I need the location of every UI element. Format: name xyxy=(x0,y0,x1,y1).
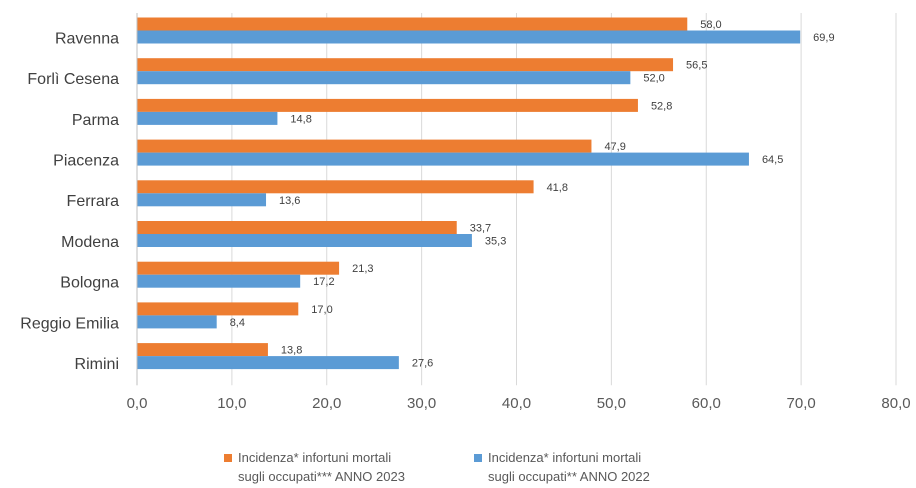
x-tick-label: 20,0 xyxy=(312,395,341,412)
legend-item-2023: Incidenza* infortuni mortali sugli occup… xyxy=(224,448,405,486)
data-label: 27,6 xyxy=(412,358,433,370)
x-tick-label: 0,0 xyxy=(127,395,148,412)
data-label: 8,4 xyxy=(230,317,245,329)
category-label: Rimini xyxy=(75,356,119,373)
bar xyxy=(137,274,301,288)
bar xyxy=(137,139,592,153)
x-tick-label: 30,0 xyxy=(407,395,436,412)
data-label: 52,0 xyxy=(643,73,664,85)
bar xyxy=(137,58,674,72)
category-label: Ferrara xyxy=(67,193,120,210)
bar xyxy=(137,193,267,207)
data-label: 52,8 xyxy=(651,100,672,112)
bar xyxy=(137,261,340,275)
data-label: 56,5 xyxy=(686,60,707,72)
data-label: 33,7 xyxy=(470,223,491,235)
data-label: 17,0 xyxy=(311,304,332,316)
x-tick-label: 70,0 xyxy=(787,395,816,412)
bar xyxy=(137,180,534,194)
category-label: Parma xyxy=(72,112,119,129)
x-tick-label: 60,0 xyxy=(692,395,721,412)
data-label: 14,8 xyxy=(290,113,311,125)
category-label: Bologna xyxy=(60,275,119,292)
bar xyxy=(137,315,217,329)
bar xyxy=(137,234,472,247)
bar xyxy=(137,71,631,85)
x-tick-label: 10,0 xyxy=(217,395,246,412)
data-label: 21,3 xyxy=(352,263,373,275)
data-label: 58,0 xyxy=(700,19,721,31)
data-label: 13,6 xyxy=(279,195,300,207)
bar xyxy=(137,152,749,166)
category-label: Modena xyxy=(61,234,119,251)
x-tick-label: 50,0 xyxy=(597,395,626,412)
category-label: Piacenza xyxy=(53,152,119,169)
bar xyxy=(137,356,399,370)
x-tick-label: 80,0 xyxy=(881,395,910,412)
data-label: 41,8 xyxy=(547,182,568,194)
x-tick-label: 40,0 xyxy=(502,395,531,412)
data-label: 47,9 xyxy=(604,141,625,153)
category-label: Forlì Cesena xyxy=(27,71,119,88)
legend-label-2023: Incidenza* infortuni mortali sugli occup… xyxy=(238,450,405,484)
legend-label-2022: Incidenza* infortuni mortali sugli occup… xyxy=(488,450,650,484)
bar xyxy=(137,98,638,112)
data-label: 35,3 xyxy=(485,236,506,248)
bar xyxy=(137,111,278,125)
bar xyxy=(137,302,299,316)
data-label: 17,2 xyxy=(313,276,334,288)
data-label: 69,9 xyxy=(813,32,834,44)
category-label: Ravenna xyxy=(55,30,119,47)
legend-item-2022: Incidenza* infortuni mortali sugli occup… xyxy=(474,448,650,486)
legend-swatch-2022 xyxy=(474,454,482,462)
data-label: 13,8 xyxy=(281,345,302,357)
bar-chart: 0,0 10,0 20,0 30,0 40,0 50,0 60,0 70,0 80,0 Raven… xyxy=(20,13,911,412)
bar xyxy=(137,221,457,234)
category-label: Reggio Emilia xyxy=(20,315,119,332)
bar xyxy=(137,17,688,31)
legend-swatch-2023 xyxy=(224,454,232,462)
bar xyxy=(137,343,268,357)
bar xyxy=(137,30,801,44)
data-label: 64,5 xyxy=(762,154,783,166)
